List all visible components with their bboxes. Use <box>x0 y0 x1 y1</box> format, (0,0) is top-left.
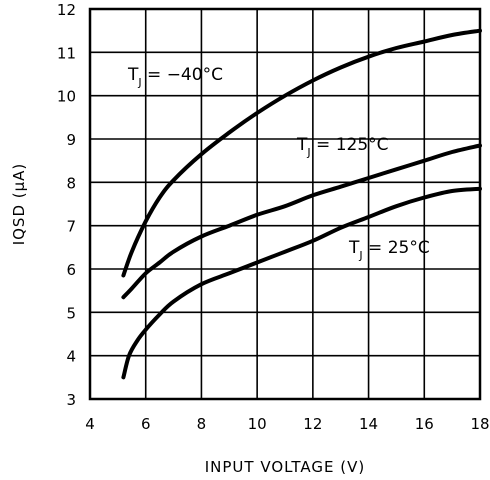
x-tick-label: 10 <box>248 415 267 433</box>
y-tick-label: 6 <box>66 261 76 279</box>
curve-25c <box>121 186 482 380</box>
y-axis-label: IQSD (μA) <box>10 163 28 246</box>
x-tick-label: 8 <box>197 415 207 433</box>
y-tick-label: 8 <box>66 174 76 192</box>
y-tick-label: 4 <box>66 348 76 366</box>
y-tick-label: 12 <box>57 1 76 19</box>
y-tick-label: 9 <box>66 131 76 149</box>
x-tick-label: 14 <box>359 415 378 433</box>
curve-label-25c: TJ = 25°C <box>348 238 430 262</box>
y-tick-label: 10 <box>57 88 76 106</box>
y-tick-label: 11 <box>57 44 76 62</box>
curve-minus40c <box>121 28 482 278</box>
y-tick-label: 3 <box>66 391 76 409</box>
x-axis-label: INPUT VOLTAGE (V) <box>205 458 366 476</box>
x-tick-label: 6 <box>141 415 151 433</box>
curves <box>121 28 482 380</box>
x-tick-label: 4 <box>85 415 95 433</box>
curve-labels: TJ = −40°C TJ = 125°C TJ = 25°C <box>127 65 430 262</box>
x-tick-label: 12 <box>303 415 322 433</box>
curve-label-minus40c: TJ = −40°C <box>127 65 223 89</box>
x-tick-label: 16 <box>415 415 434 433</box>
plot-frame <box>88 7 482 401</box>
curve-label-125c: TJ = 125°C <box>296 135 389 159</box>
x-tick-labels: 4 6 8 10 12 14 16 18 <box>85 415 489 433</box>
y-tick-label: 5 <box>66 304 76 322</box>
x-tick-label: 18 <box>470 415 489 433</box>
y-tick-labels: 3 4 5 6 7 8 9 10 11 12 <box>57 1 76 409</box>
curve-125c <box>121 143 482 300</box>
y-tick-label: 7 <box>66 218 76 236</box>
